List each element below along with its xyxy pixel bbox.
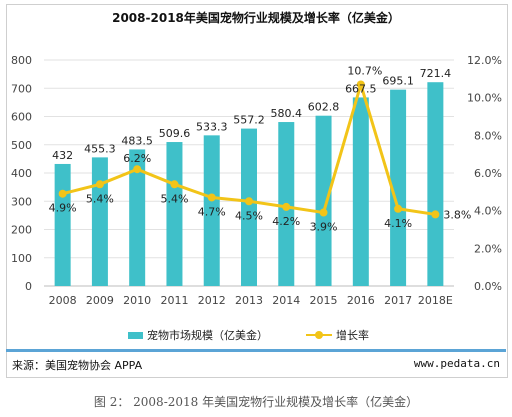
bar-data-label: 509.6 [159, 127, 191, 140]
bar [390, 89, 407, 286]
x-tick-label: 2010 [123, 294, 151, 307]
legend-line-label: 增长率 [336, 329, 369, 342]
line-data-label: 10.7% [347, 64, 382, 77]
growth-point [245, 197, 253, 206]
site-url: www.pedata.cn [413, 357, 500, 370]
line-data-label: 4.5% [235, 209, 263, 222]
x-tick-label: 2018E [418, 294, 453, 307]
y-left-tick-label: 500 [11, 139, 32, 152]
line-data-label: 4.2% [272, 215, 300, 228]
bar [203, 135, 220, 286]
x-tick-label: 2009 [86, 294, 114, 307]
x-tick-label: 2015 [310, 294, 338, 307]
y-left-tick-label: 600 [11, 111, 32, 124]
bar [427, 82, 444, 286]
line-data-label: 4.1% [384, 217, 412, 230]
growth-point [282, 202, 291, 211]
line-data-label: 6.2% [123, 152, 151, 165]
line-data-label: 5.4% [86, 192, 114, 205]
figure-caption: 图 2： 2008-2018 年美国宠物行业规模及增长率（亿美金） [93, 395, 419, 409]
growth-point [319, 208, 328, 217]
growth-point [394, 204, 403, 213]
y-left-tick-label: 200 [11, 224, 32, 237]
legend-bar-item: 宠物市场规模（亿美金） [128, 327, 268, 343]
legend-bar-label: 宠物市场规模（亿美金） [147, 329, 268, 342]
line-data-label: 4.7% [198, 205, 226, 218]
y-right-tick-label: 2.0% [474, 242, 502, 255]
y-left-tick-label: 700 [11, 82, 32, 95]
y-right-tick-label: 8.0% [474, 129, 502, 142]
bar [54, 163, 71, 286]
x-tick-label: 2011 [160, 294, 188, 307]
y-right-tick-label: 6.0% [474, 167, 502, 180]
bar-data-label: 455.3 [84, 142, 116, 155]
growth-point [356, 80, 365, 89]
bar-data-label: 721.4 [420, 67, 452, 80]
legend-line-item: 增长率 [306, 327, 369, 343]
bar-data-label: 602.8 [308, 101, 340, 114]
growth-point [58, 189, 67, 198]
bar-data-label: 432 [52, 149, 73, 162]
y-right-tick-label: 10.0% [467, 92, 502, 105]
legend-bar-swatch [128, 331, 143, 339]
y-right-tick-label: 0.0% [474, 280, 502, 293]
line-data-label: 5.4% [160, 192, 188, 205]
x-tick-label: 2008 [49, 294, 77, 307]
x-tick-label: 2012 [198, 294, 226, 307]
bar-data-label: 533.3 [196, 120, 228, 133]
line-data-label: 3.9% [310, 221, 338, 234]
bar [241, 128, 257, 286]
y-left-tick-label: 100 [11, 252, 32, 265]
bar [166, 142, 183, 286]
y-left-tick-label: 400 [11, 167, 32, 180]
x-tick-label: 2014 [272, 294, 300, 307]
y-left-tick-label: 800 [11, 54, 32, 67]
divider-rule [6, 349, 506, 352]
x-tick-label: 2013 [235, 294, 263, 307]
y-right-tick-label: 12.0% [467, 54, 502, 67]
bar-data-label: 695.1 [382, 75, 414, 88]
line-data-label: 4.9% [49, 202, 77, 215]
bar [315, 115, 332, 286]
y-right-tick-label: 4.0% [474, 205, 502, 218]
bar-data-label: 557.2 [233, 114, 265, 127]
growth-point [431, 210, 440, 219]
line-data-label: 3.8% [443, 208, 471, 221]
bar-data-label: 483.5 [121, 134, 153, 147]
growth-point [133, 165, 142, 174]
bar [129, 149, 146, 286]
growth-point [95, 180, 104, 189]
y-left-tick-label: 300 [11, 195, 32, 208]
chart-title: 2008-2018年美国宠物行业规模及增长率（亿美金） [112, 11, 400, 25]
bar-data-label: 580.4 [271, 107, 303, 120]
growth-point [170, 180, 179, 189]
bar [352, 97, 369, 287]
bar [91, 157, 108, 286]
growth-point [207, 193, 216, 202]
x-tick-label: 2016 [347, 294, 375, 307]
bar-data-label: 667.5 [345, 82, 377, 95]
legend-line-swatch [306, 330, 332, 340]
source-note: 来源：美国宠物协会 APPA [12, 359, 143, 372]
y-left-tick-label: 0 [25, 280, 32, 293]
x-tick-label: 2017 [384, 294, 412, 307]
